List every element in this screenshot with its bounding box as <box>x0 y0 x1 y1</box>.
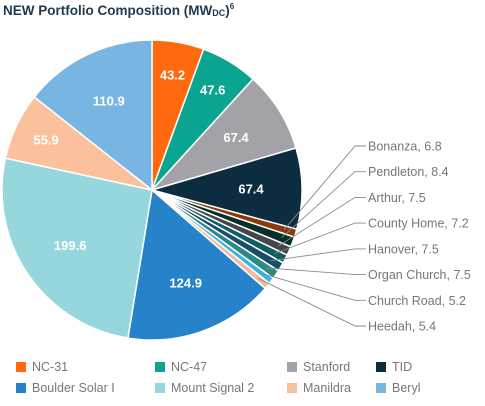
callout-label-organ-church: Organ Church, 7.5 <box>368 268 471 282</box>
slice-label-nc-47: 47.6 <box>200 83 225 98</box>
slice-label-tid: 67.4 <box>238 182 264 197</box>
chart-title-main: NEW Portfolio Composition (MW <box>3 3 213 18</box>
callout-label-pendleton: Pendleton, 8.4 <box>368 165 449 179</box>
pie-slice-mount-signal-2 <box>1 157 153 339</box>
leader-line-heedah <box>257 277 366 327</box>
slice-label-beryl: 110.9 <box>93 93 125 108</box>
callout-label-church-road: Church Road, 5.2 <box>368 294 466 308</box>
slice-label-manildra: 55.9 <box>34 133 59 148</box>
callout-label-hanover: Hanover, 7.5 <box>368 242 439 256</box>
leader-line-bonanza <box>283 145 366 230</box>
pie-slice-beryl <box>33 39 153 192</box>
slice-label-mount-signal-2: 199.6 <box>54 238 87 253</box>
callout-label-heedah: Heedah, 5.4 <box>368 320 436 334</box>
slice-label-boulder-solar-i: 124.9 <box>169 276 202 291</box>
leader-line-pendleton <box>281 171 366 239</box>
chart-title-superscript: 6 <box>229 2 235 11</box>
leader-line-arthur <box>277 196 366 247</box>
chart-title: NEW Portfolio Composition (MWDC)6 <box>3 2 234 18</box>
slice-label-stanford: 67.4 <box>223 130 249 145</box>
chart-title-subscript: DC <box>212 8 226 18</box>
callout-label-arthur: Arthur, 7.5 <box>368 191 426 205</box>
pie-slice-boulder-solar-i <box>127 188 267 341</box>
leader-line-hanover <box>270 248 366 262</box>
leader-line-county-home <box>274 222 366 254</box>
callout-label-bonanza: Bonanza, 6.8 <box>368 140 442 154</box>
leader-line-church-road <box>261 273 366 301</box>
pie-slice-stanford <box>149 78 297 192</box>
chart-title-close: ) <box>225 3 230 18</box>
callout-label-county-home: County Home, 7.2 <box>368 217 469 231</box>
slice-label-nc-31: 43.2 <box>160 67 185 82</box>
pie-slice-tid <box>149 147 303 231</box>
leader-line-organ-church <box>265 267 366 276</box>
